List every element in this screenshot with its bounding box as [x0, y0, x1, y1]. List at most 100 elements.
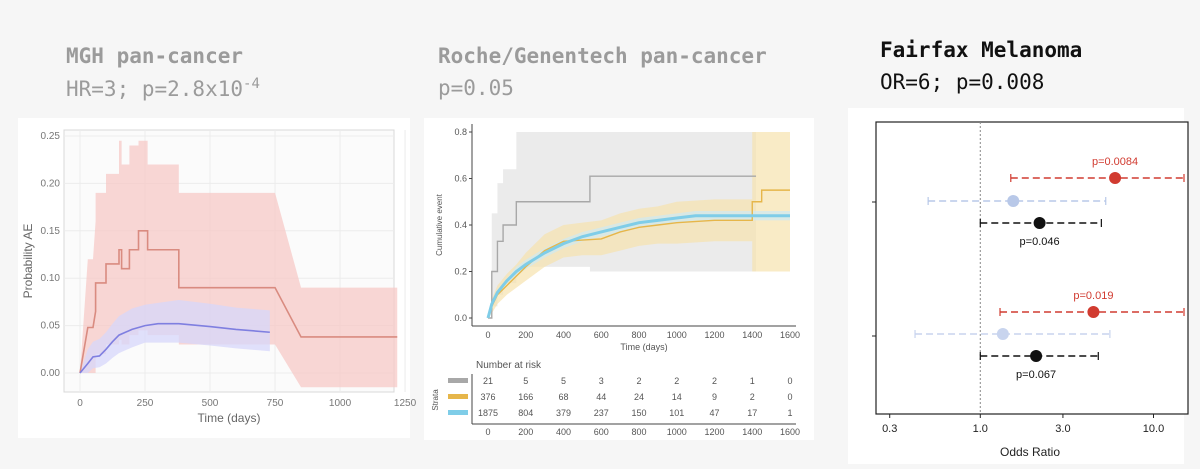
chart1-x-axis-label: Time (days)	[198, 411, 261, 425]
chart2-x-tick-label: 1600	[780, 330, 800, 340]
chart3-p-label: p=0.0084	[1092, 156, 1138, 168]
chart2-risk-value: 2	[636, 376, 641, 386]
chart3-p-label: p=0.019	[1073, 290, 1113, 302]
chart2-risk-value: 21	[483, 376, 493, 386]
chart3-point	[1109, 172, 1122, 184]
chart2-risk-value: 17	[747, 408, 757, 418]
panel2-subtitle: p=0.05	[438, 76, 514, 100]
chart1-series2-line	[79, 322, 270, 374]
panel3-title: Fairfax Melanoma	[880, 38, 1083, 62]
chart3-plot-area	[875, 121, 1189, 415]
chart1-series1-line	[79, 230, 398, 374]
chart2-y-tick-label: 0.6	[454, 174, 467, 184]
chart1-y-tick-label: 0.20	[41, 178, 61, 189]
chart3-x-tick-label: 3.0	[1055, 423, 1070, 435]
panel1-title: MGH pan-cancer	[66, 44, 244, 68]
chart2-risk-value: 1	[787, 408, 792, 418]
chart3-p-label: p=0.067	[1016, 369, 1056, 381]
chart3-x-tick-label: 0.3	[882, 423, 897, 435]
chart2-risk-value: 2	[750, 392, 755, 402]
panel3-subtitle: OR=6; p=0.008	[880, 70, 1045, 94]
chart2-series2-line	[487, 189, 790, 319]
chart2-risk-value: 101	[669, 408, 684, 418]
chart2-risk-value: 150	[631, 408, 646, 418]
chart1-x-tick-label: 250	[137, 398, 154, 409]
chart2-series3-line	[486, 214, 790, 319]
chart1-y-tick-label: 0.10	[41, 273, 61, 284]
chart2-risk-value: 376	[480, 392, 495, 402]
chart2-risk-value: 1875	[478, 408, 498, 418]
chart2-risk-value: 1	[750, 376, 755, 386]
chart2-y-tick-label: 0.8	[454, 127, 467, 137]
chart2-risk-value: 14	[672, 392, 682, 402]
panel1-subtitle-exponent: -4	[243, 76, 260, 92]
chart2-x-tick-label: 400	[556, 330, 571, 340]
chart2-y-tick-label: 0.4	[454, 220, 467, 230]
chart3-x-tick-label: 1.0	[973, 423, 988, 435]
chart3-point	[996, 328, 1009, 340]
chart2-risk-value: 44	[596, 392, 606, 402]
chart1-svg: 0.00 0.05 0.10 0.15 0.20 0.25 0 250 500 750 1000 12…	[21, 129, 417, 425]
chart2-x-tick-label: 600	[594, 330, 609, 340]
chart2-risk-value: 68	[558, 392, 568, 402]
chart1-y-tick-label: 0.25	[41, 131, 61, 142]
chart2-risk-x-tick-label: 800	[631, 427, 646, 437]
chart2-risk-title: Number at risk	[476, 360, 542, 371]
chart2-x-tick-label: 1000	[667, 330, 687, 340]
chart2-y-tick-label: 0.0	[454, 313, 467, 323]
chart2-risk-value: 9	[712, 392, 717, 402]
chart2-risk-row1-swatch	[448, 378, 468, 383]
panel2-title: Roche/Genentech pan-cancer	[438, 44, 767, 68]
chart2-risk-value: 804	[518, 408, 533, 418]
chart2-risk-row3-swatch	[448, 410, 468, 415]
chart2-risk-x-tick-label: 0	[485, 427, 490, 437]
chart2-risk-value: 5	[561, 376, 566, 386]
chart1-x-tick-label: 0	[77, 398, 83, 409]
chart1-x-tick-label: 500	[202, 398, 219, 409]
chart2-risk-x-tick-label: 200	[518, 427, 533, 437]
chart2-x-tick-label: 1400	[742, 330, 762, 340]
chart1-x-tick-label: 1000	[329, 398, 352, 409]
chart2-risk-row2-swatch	[448, 394, 468, 399]
chart2-risk-value: 2	[674, 376, 679, 386]
chart2-risk-x-tick-label: 1000	[667, 427, 687, 437]
chart2-risk-x-tick-label: 400	[556, 427, 571, 437]
chart1-y-tick-label: 0.05	[41, 321, 61, 332]
chart3-point	[1007, 195, 1020, 207]
chart2-x-tick-label: 200	[518, 330, 533, 340]
chart2-risk-value: 379	[556, 408, 571, 418]
chart2-risk-value: 3	[599, 376, 604, 386]
chart2-risk-value: 24	[634, 392, 644, 402]
chart2-risk-value: 47	[709, 408, 719, 418]
chart2-y-axis-label: Cumulative event	[435, 193, 444, 256]
chart2-series1-line	[488, 175, 757, 319]
chart3-point	[1087, 306, 1100, 318]
chart2-svg: 0.00.20.40.60.80 200 400 600 800 1000 1200 1400…	[431, 124, 800, 437]
chart2-risk-value: 2	[712, 376, 717, 386]
chart2-risk-ylabel: Strata	[431, 389, 440, 411]
chart2-x-axis-label: Time (days)	[620, 342, 667, 352]
chart2-risk-value: 5	[523, 376, 528, 386]
chart3-svg: 0.3 1.0 3.0 10.0 Odds Ratio p=0.0084 p=0.046 p=…	[872, 121, 1189, 459]
panel1-subtitle: HR=3; p=2.8x10-4	[66, 76, 260, 101]
chart3-point	[1030, 350, 1043, 362]
chart3-x-axis-label: Odds Ratio	[1000, 445, 1060, 459]
chart2-risk-value: 237	[594, 408, 609, 418]
chart2-risk-x-tick-label: 1600	[780, 427, 800, 437]
chart2-x-tick-label: 0	[485, 330, 490, 340]
chart2-x-tick-label: 800	[631, 330, 646, 340]
chart2-risk-x-tick-label: 1400	[742, 427, 762, 437]
chart1-series2-band	[80, 300, 270, 373]
chart2-risk-value: 0	[787, 376, 792, 386]
chart2-y-tick-label: 0.2	[454, 267, 467, 277]
chart3-point	[1033, 217, 1046, 229]
chart2-risk-x-tick-label: 600	[594, 427, 609, 437]
panel1-subtitle-main: HR=3; p=2.8x10	[66, 77, 244, 101]
chart1-x-tick-label: 1250	[394, 398, 417, 409]
chart2-risk-x-tick-label: 1200	[704, 427, 724, 437]
chart1-y-axis-label: Probability AE	[21, 224, 35, 299]
chart1-y-tick-label: 0.00	[41, 368, 61, 379]
chart2-x-tick-label: 1200	[704, 330, 724, 340]
chart3-x-tick-label: 10.0	[1143, 423, 1164, 435]
chart1-y-tick-label: 0.15	[41, 226, 61, 237]
